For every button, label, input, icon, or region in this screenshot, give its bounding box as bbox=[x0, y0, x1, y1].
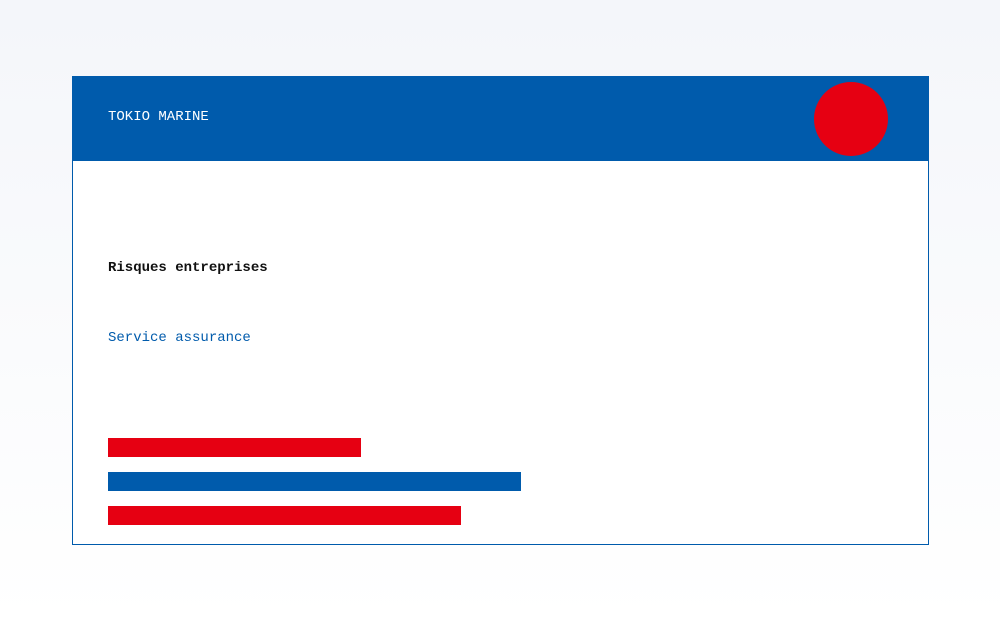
heading: Risques entreprises bbox=[108, 260, 268, 276]
brand-title: TOKIO MARINE bbox=[108, 109, 209, 125]
decor-bar bbox=[108, 472, 521, 491]
decor-bar bbox=[108, 506, 461, 525]
card: TOKIO MARINE Risques entreprises Service… bbox=[72, 76, 929, 545]
decor-bar bbox=[108, 438, 361, 457]
subheading: Service assurance bbox=[108, 330, 251, 346]
header: TOKIO MARINE bbox=[73, 77, 928, 161]
logo-circle bbox=[814, 82, 888, 156]
